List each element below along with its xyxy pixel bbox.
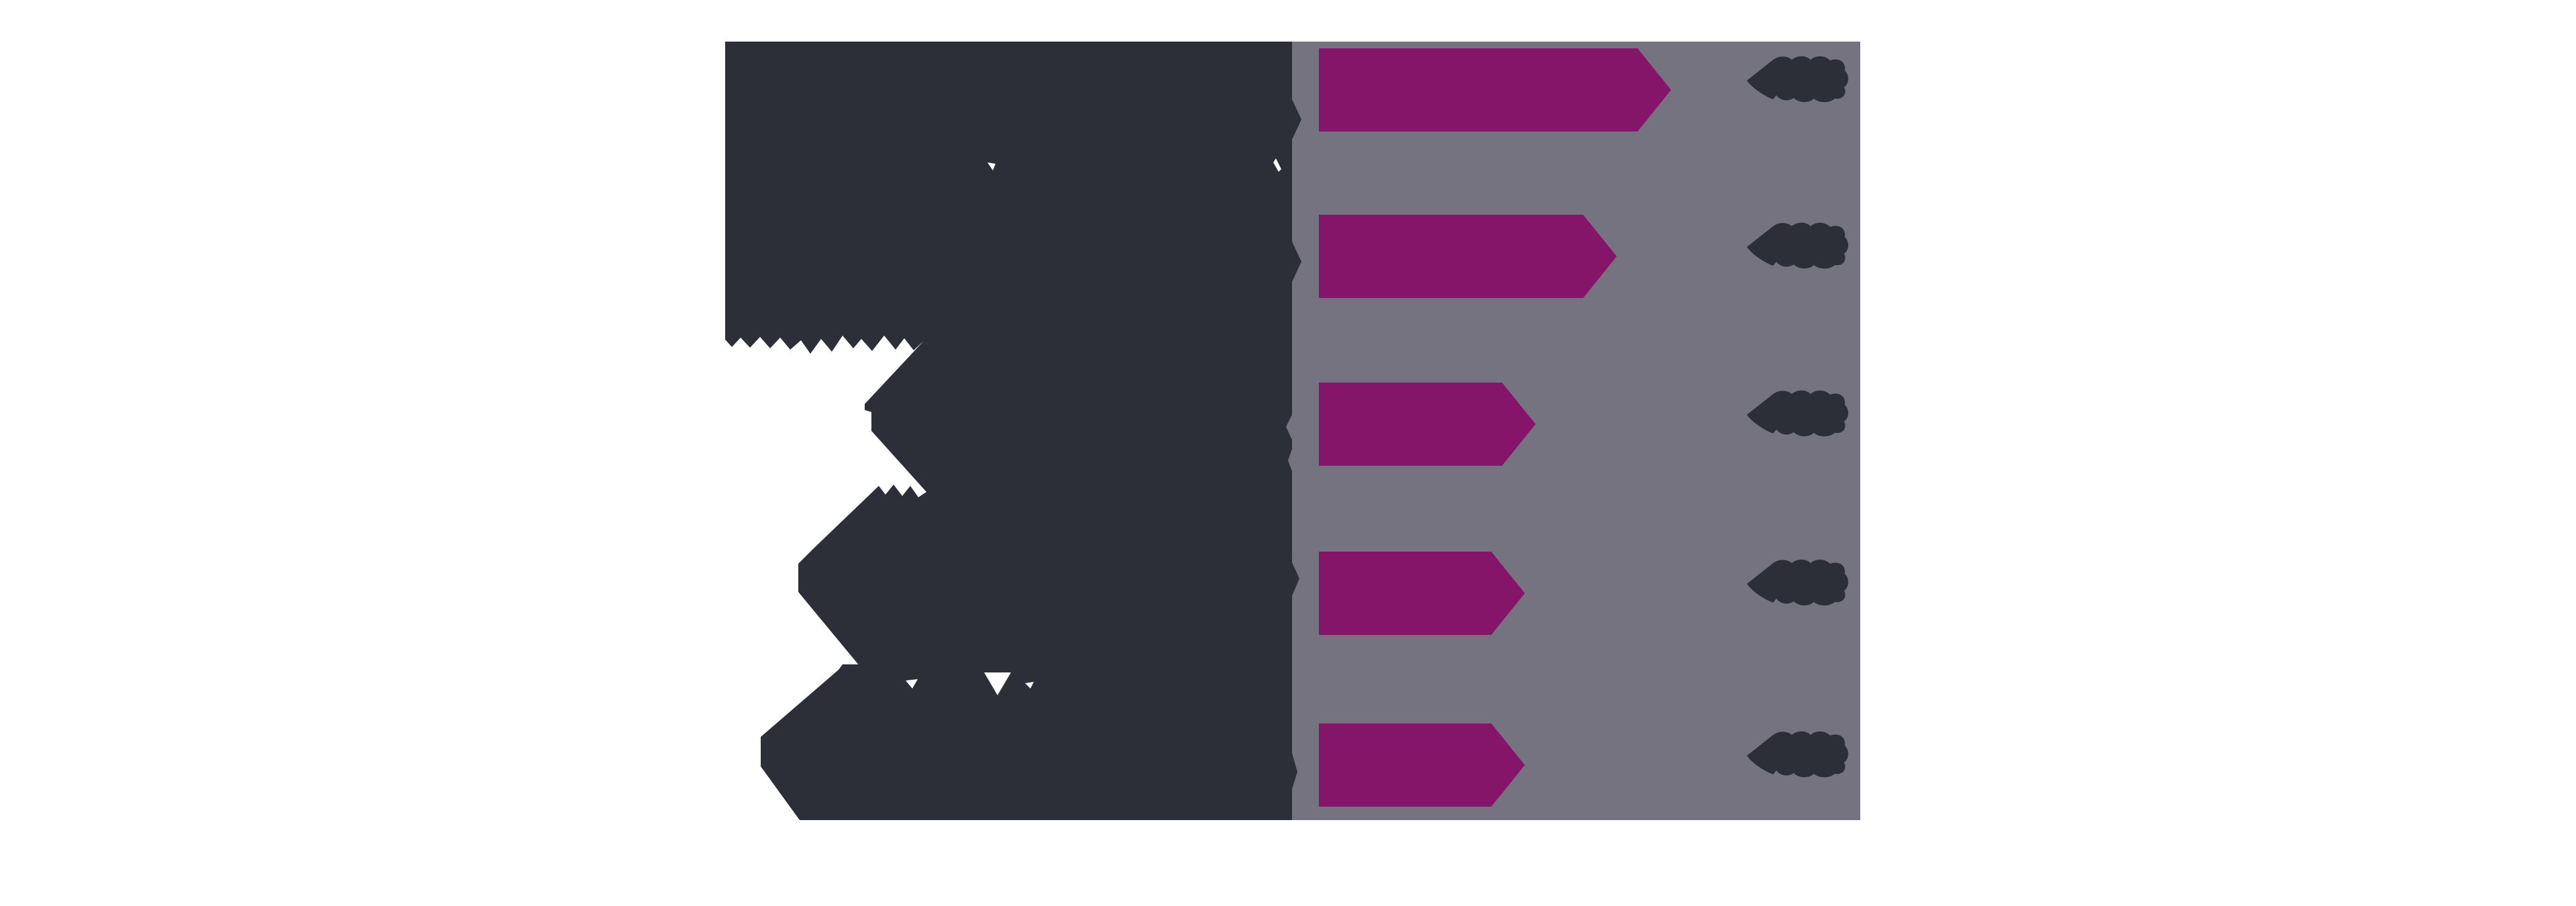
label-gap-specks: [906, 158, 1281, 695]
value-label-blob-3: [1744, 388, 1851, 439]
illegible-percent-glyph: [1747, 559, 1849, 606]
value-label-blob-1: [1744, 54, 1851, 105]
illegible-percent-glyph: [1747, 56, 1849, 103]
bar-row-1: [1319, 48, 1671, 132]
panel-edge-notches: [1286, 415, 1292, 471]
bar-row-3: [1319, 383, 1536, 466]
value-label-blob-4: [1744, 557, 1851, 608]
value-label-blob-2: [1744, 220, 1851, 271]
bar-row-4: [1319, 552, 1525, 635]
illegible-percent-glyph: [1747, 222, 1849, 269]
illegible-percent-glyph: [1747, 390, 1849, 437]
bar-row-5: [1319, 723, 1525, 807]
illegible-percent-glyph: [1747, 731, 1849, 778]
plot-area: [1292, 42, 1860, 820]
bar-row-2: [1319, 215, 1617, 298]
value-label-blob-5: [1744, 729, 1851, 780]
